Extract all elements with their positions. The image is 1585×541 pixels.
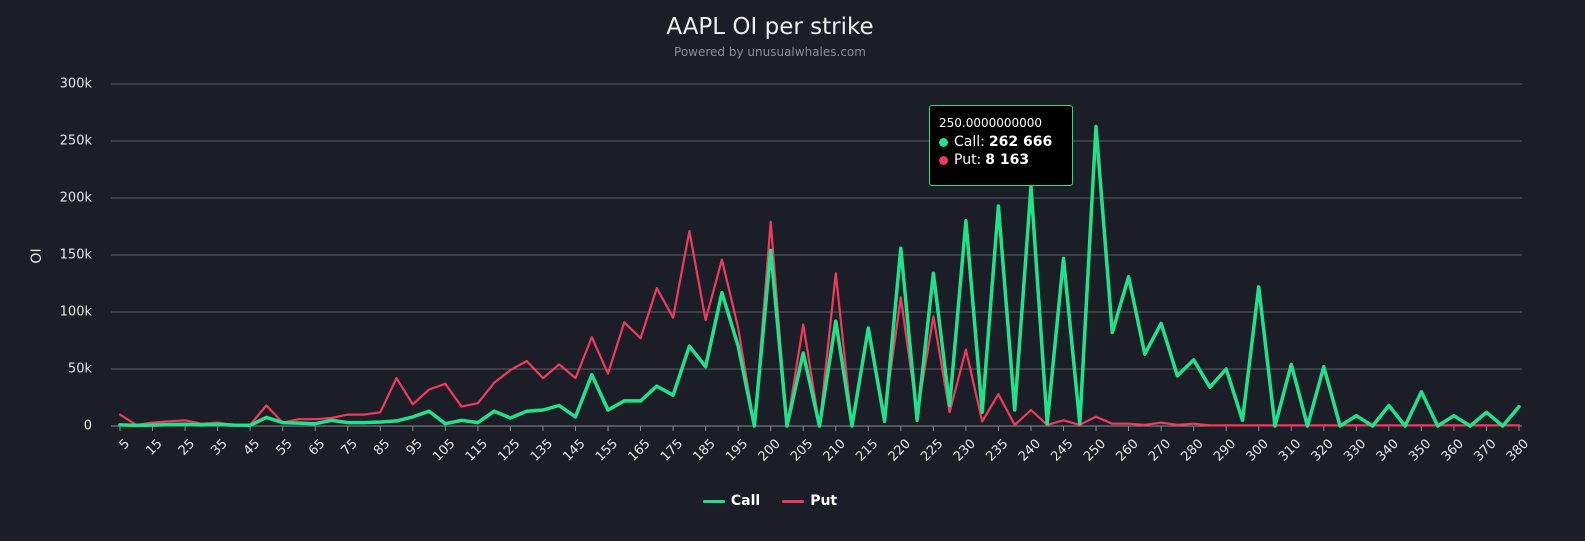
x-tick-label: 370 (1471, 436, 1499, 464)
legend-swatch-call (702, 499, 725, 503)
x-tick-label: 135 (528, 436, 556, 464)
x-tick-label: 230 (951, 436, 979, 464)
x-tick-label: 290 (1211, 436, 1239, 464)
x-tick-label: 300 (1244, 436, 1272, 464)
x-tick-label: 165 (625, 436, 653, 464)
x-tick-label: 330 (1341, 436, 1369, 464)
chart-subtitle: Powered by unusualwhales.com (674, 45, 866, 59)
series-layer (118, 124, 1521, 428)
y-tick-label: 100k (60, 305, 93, 320)
legend-item-put[interactable]: Put (782, 493, 837, 509)
x-tick-label: 220 (886, 436, 914, 464)
x-tick-label: 55 (273, 436, 295, 458)
x-tick-label: 25 (176, 436, 198, 458)
tooltip-call-row: Call: 262 666 (939, 134, 1063, 150)
series-line-put[interactable] (118, 220, 1521, 428)
x-tick-label: 115 (463, 436, 491, 464)
x-tick-label: 210 (821, 436, 849, 464)
x-tick-label: 250 (1081, 436, 1109, 464)
hover-tooltip: 250.0000000000 Call: 262 666 Put: 8 163 (929, 105, 1073, 186)
chart-title: AAPL OI per strike (666, 14, 874, 40)
y-axis-ticks: 0 50k 100k 150k 200k 250k 300k (60, 77, 93, 434)
y-tick-label: 250k (60, 134, 93, 149)
tooltip-put-value: 8 163 (985, 152, 1030, 168)
series-line-call[interactable] (118, 124, 1521, 428)
x-tick-label: 205 (788, 436, 816, 464)
tooltip-put-row: Put: 8 163 (939, 152, 1063, 168)
x-tick-label: 5 (117, 436, 133, 452)
x-tick-label: 240 (1016, 436, 1044, 464)
x-tick-label: 245 (1048, 436, 1076, 464)
legend-label-call: Call (730, 493, 761, 509)
x-tick-label: 320 (1309, 436, 1337, 464)
x-tick-label: 125 (495, 436, 523, 464)
chart-legend: Call Put (0, 493, 1540, 509)
x-tick-label: 185 (691, 436, 719, 464)
x-tick-label: 215 (853, 436, 881, 464)
x-tick-label: 75 (338, 436, 360, 458)
y-tick-label: 150k (60, 248, 93, 263)
x-tick-label: 145 (560, 436, 588, 464)
tooltip-strike: 250.0000000000 (939, 116, 1043, 130)
x-tick-label: 155 (593, 436, 621, 464)
legend-label-put: Put (810, 493, 838, 509)
legend-swatch-put (782, 499, 805, 503)
x-tick-label: 195 (723, 436, 751, 464)
x-tick-label: 200 (756, 436, 784, 464)
x-tick-label: 35 (208, 436, 230, 458)
y-tick-label: 50k (68, 362, 93, 377)
x-tick-label: 235 (983, 436, 1011, 464)
grid-lines (111, 83, 1522, 370)
x-tick-label: 280 (1179, 436, 1207, 464)
x-tick-label: 340 (1374, 436, 1402, 464)
y-tick-label: 300k (60, 77, 93, 92)
x-tick-label: 270 (1146, 436, 1174, 464)
put-dot-icon (939, 155, 948, 165)
legend-item-call[interactable]: Call (702, 493, 761, 509)
y-tick-label: 0 (84, 419, 92, 434)
call-dot-icon (939, 137, 948, 147)
y-axis-label: OI (29, 248, 45, 263)
x-tick-label: 65 (306, 436, 328, 458)
x-tick-label: 45 (241, 436, 263, 458)
tooltip-call-label: Call: (954, 134, 985, 150)
x-tick-label: 350 (1406, 436, 1434, 464)
y-tick-label: 200k (60, 191, 93, 206)
tooltip-put-label: Put: (954, 152, 982, 168)
x-tick-label: 85 (371, 436, 393, 458)
x-tick-label: 15 (143, 436, 165, 458)
x-tick-label: 360 (1439, 436, 1467, 464)
x-tick-label: 175 (658, 436, 686, 464)
x-axis-ticks: 5 15 25 35 45 55 65 75 85 95 105 115 125 135 145 155 165… (117, 426, 1532, 465)
x-tick-label: 105 (430, 436, 458, 464)
x-tick-label: 260 (1113, 436, 1141, 464)
x-tick-label: 95 (404, 436, 426, 458)
tooltip-call-value: 262 666 (988, 134, 1053, 150)
x-tick-label: 310 (1276, 436, 1304, 464)
x-tick-label: 225 (918, 436, 946, 464)
x-tick-label: 380 (1504, 436, 1532, 464)
